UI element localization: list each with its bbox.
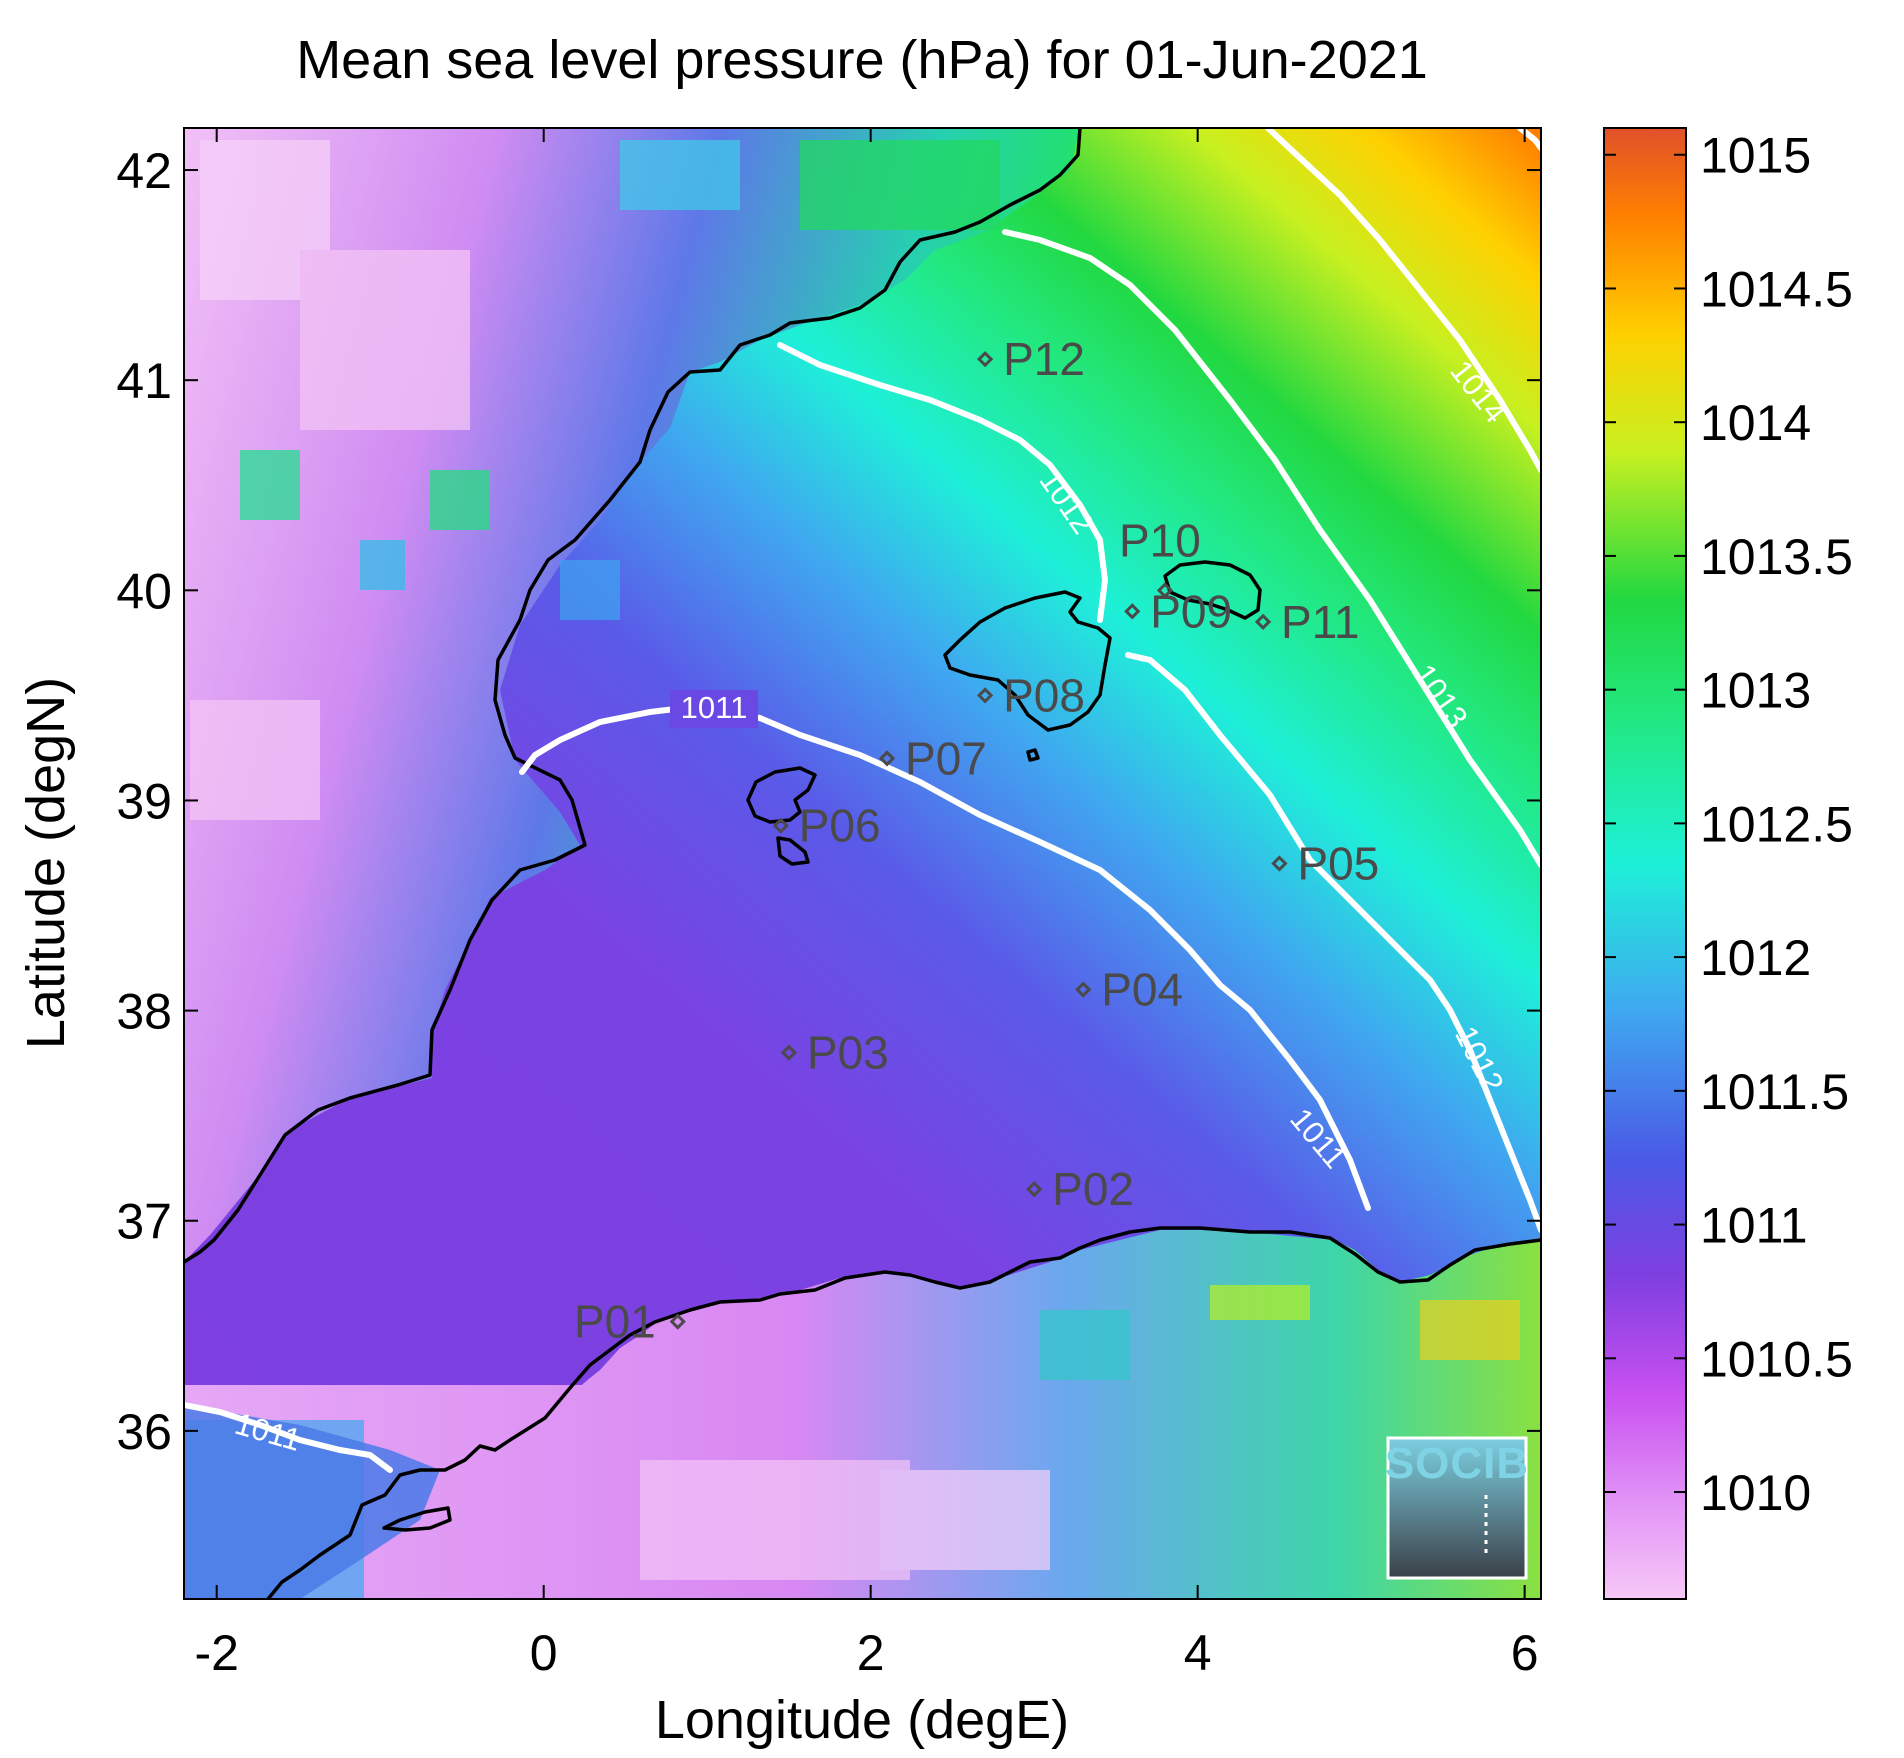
station-marker bbox=[1271, 855, 1288, 872]
coast-ibiza bbox=[746, 766, 817, 824]
y-tick-label: 38 bbox=[116, 984, 172, 1040]
station-label: P10 bbox=[1119, 514, 1201, 566]
station-label: P11 bbox=[1281, 596, 1359, 648]
station-label: P12 bbox=[1003, 333, 1085, 385]
coast-africa bbox=[266, 1226, 1541, 1599]
x-tick-label: 0 bbox=[530, 1625, 558, 1681]
coast-alboran bbox=[382, 1506, 452, 1532]
colorbar-ticks: 1010 1010.5 1011 1011.5 1012 1012.5 1013 1013.5… bbox=[1604, 128, 1853, 1521]
station-marker bbox=[1156, 582, 1174, 599]
station-marker bbox=[1026, 1181, 1043, 1198]
y-tick-label: 42 bbox=[116, 143, 172, 199]
contour-label-1011-a: 1011 bbox=[681, 690, 748, 725]
contour-1011-a bbox=[519, 702, 1371, 1211]
station-marker bbox=[669, 1313, 686, 1330]
station-marker bbox=[780, 1044, 798, 1061]
station-label: P05 bbox=[1297, 838, 1379, 890]
x-tick-label: 2 bbox=[857, 1625, 885, 1681]
y-tick-label: 36 bbox=[116, 1404, 172, 1460]
socib-logo: SOCIB bbox=[1385, 1436, 1529, 1580]
contours bbox=[184, 128, 1541, 1473]
contour-1012-b bbox=[1125, 652, 1541, 1233]
station-marker bbox=[976, 351, 994, 368]
colorbar-tick-label: 1013 bbox=[1700, 663, 1811, 719]
colorbar-tick-label: 1011 bbox=[1700, 1198, 1808, 1254]
colorbar-tick-label: 1014 bbox=[1700, 395, 1811, 451]
colorbar-tick-label: 1012 bbox=[1700, 930, 1811, 986]
colorbar-tick-label: 1010 bbox=[1700, 1465, 1811, 1521]
land-texture bbox=[190, 140, 1000, 820]
y-axis-label: Latitude (degN) bbox=[16, 677, 76, 1049]
colorbar-tick-label: 1011.5 bbox=[1700, 1064, 1849, 1120]
y-axis: 36 37 38 39 40 41 42 bbox=[116, 143, 1541, 1460]
station-marker bbox=[976, 687, 994, 704]
station-marker bbox=[1075, 981, 1092, 998]
axes-frame bbox=[183, 127, 1542, 1600]
station-label: P08 bbox=[1003, 669, 1085, 721]
coastlines bbox=[184, 128, 1541, 1599]
y-tick-label: 39 bbox=[116, 773, 172, 829]
station-label: P02 bbox=[1052, 1163, 1134, 1215]
pressure-field: 1011 1011 1011 1012 1012 1013 1014 P01P0… bbox=[184, 128, 1541, 1599]
colorbar bbox=[1603, 127, 1687, 1600]
x-tick-label: 4 bbox=[1184, 1625, 1212, 1681]
coast-iberia bbox=[184, 128, 1082, 1264]
coast-menorca bbox=[1163, 560, 1262, 620]
station-marker bbox=[772, 817, 789, 834]
y-tick-label: 37 bbox=[116, 1194, 172, 1250]
coast-mallorca bbox=[943, 590, 1112, 732]
y-tick-label: 41 bbox=[116, 353, 172, 409]
station-marker bbox=[1254, 613, 1272, 630]
coast-cabrera bbox=[1026, 748, 1040, 762]
colorbar-tick-label: 1015 bbox=[1700, 128, 1811, 184]
colorbar-tick-label: 1014.5 bbox=[1700, 261, 1853, 317]
sw-field bbox=[184, 1405, 440, 1599]
station-marker bbox=[1124, 603, 1141, 620]
station-marker bbox=[878, 750, 896, 767]
coast-formentera bbox=[776, 836, 810, 866]
station-label: P06 bbox=[799, 800, 881, 852]
contour-1013 bbox=[1002, 229, 1541, 868]
x-tick-label: -2 bbox=[194, 1625, 238, 1681]
station-label: P07 bbox=[905, 732, 987, 784]
x-axis: -2 0 2 4 6 bbox=[194, 128, 1539, 1681]
station-label: P01 bbox=[574, 1296, 656, 1348]
colorbar-tick-label: 1010.5 bbox=[1700, 1331, 1853, 1387]
station-label: P04 bbox=[1101, 964, 1183, 1016]
colorbar-tick-label: 1012.5 bbox=[1700, 796, 1853, 852]
contour-1011-b bbox=[184, 1402, 393, 1473]
station-label: P03 bbox=[807, 1027, 889, 1079]
chart-title: Mean sea level pressure (hPa) for 01-Jun… bbox=[296, 30, 1428, 90]
y-tick-label: 40 bbox=[116, 563, 172, 619]
colorbar-tick-label: 1013.5 bbox=[1700, 529, 1853, 585]
x-axis-label: Longitude (degE) bbox=[655, 1690, 1069, 1750]
contour-1012-a bbox=[777, 342, 1109, 623]
x-tick-label: 6 bbox=[1511, 1625, 1539, 1681]
contour-1014 bbox=[1265, 128, 1541, 473]
logo-text: SOCIB bbox=[1385, 1439, 1529, 1488]
